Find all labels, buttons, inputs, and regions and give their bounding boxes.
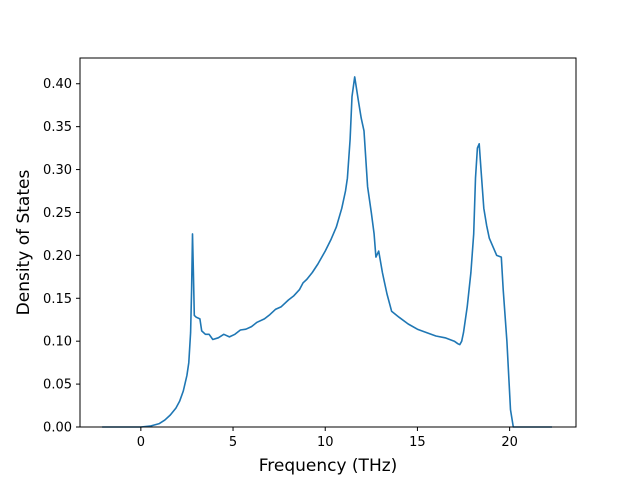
x-tick-label: 10 bbox=[317, 435, 334, 450]
y-tick-label: 0.05 bbox=[43, 378, 72, 393]
x-tick-label: 15 bbox=[409, 435, 426, 450]
y-axis-label: Density of States bbox=[14, 170, 34, 316]
y-tick-label: 0.15 bbox=[43, 292, 72, 307]
x-axis-ticks: 0 5 10 15 20 bbox=[137, 427, 518, 450]
y-tick-label: 0.20 bbox=[43, 249, 72, 264]
y-tick-label: 0.40 bbox=[43, 77, 72, 92]
y-tick-label: 0.35 bbox=[43, 120, 72, 135]
y-tick-label: 0.30 bbox=[43, 163, 72, 178]
axes-frame bbox=[79, 57, 577, 428]
x-axis-label: Frequency (THz) bbox=[259, 456, 398, 476]
x-tick-label: 5 bbox=[229, 435, 237, 450]
y-tick-label: 0.25 bbox=[43, 206, 72, 221]
plot-area bbox=[102, 76, 552, 428]
x-tick-label: 20 bbox=[501, 435, 518, 450]
y-tick-label: 0.10 bbox=[43, 335, 72, 350]
dos-series-line bbox=[102, 76, 552, 428]
y-tick-label: 0.00 bbox=[43, 421, 72, 436]
x-tick-label: 0 bbox=[137, 435, 145, 450]
y-axis-ticks: 0.00 0.05 0.10 0.15 0.20 0.25 0.30 0.35 0.40 bbox=[43, 77, 80, 436]
